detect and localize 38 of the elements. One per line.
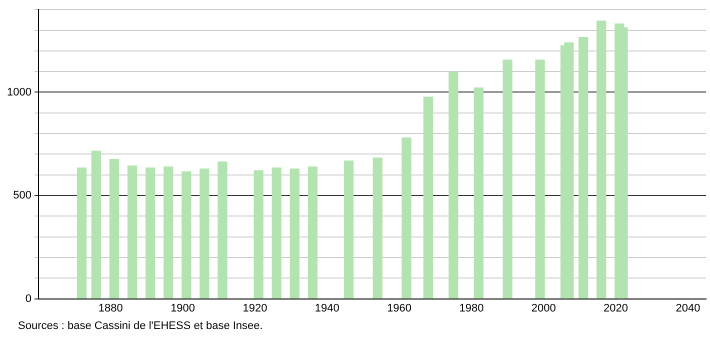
x-tick-label: 1880 <box>98 302 123 314</box>
bar <box>91 150 102 299</box>
bar <box>423 96 433 299</box>
x-tick-label: 2000 <box>531 302 556 314</box>
bar <box>344 160 354 299</box>
bar <box>618 27 628 299</box>
bar <box>127 165 138 299</box>
source-note: Sources : base Cassini de l'EHESS et base Insee. <box>18 320 263 332</box>
x-tick-label: 1900 <box>170 302 196 314</box>
bar <box>535 60 545 299</box>
bar <box>164 166 174 299</box>
x-tick-label: 1980 <box>459 302 484 314</box>
bar <box>254 170 264 299</box>
bar <box>402 138 412 299</box>
x-tick-label: 2040 <box>676 302 700 314</box>
x-tick-label: 2020 <box>604 302 628 314</box>
bar <box>272 168 282 299</box>
bar <box>448 72 458 299</box>
bar <box>596 20 606 299</box>
y-tick-label: 0 <box>25 292 32 305</box>
bar <box>578 36 588 299</box>
bar <box>474 88 484 299</box>
bar <box>502 60 512 299</box>
bar <box>290 168 300 299</box>
y-tick-label: 500 <box>13 190 32 202</box>
bar <box>76 168 87 299</box>
bar <box>182 171 192 299</box>
bar <box>145 168 156 299</box>
bar <box>372 158 382 299</box>
bar <box>200 168 210 299</box>
bar <box>308 166 318 299</box>
bar <box>218 162 228 299</box>
x-tick-label: 1960 <box>387 302 412 314</box>
bar <box>109 158 120 299</box>
x-tick-label: 1920 <box>242 302 268 314</box>
bar <box>564 42 574 299</box>
x-tick-label: 1940 <box>314 302 340 314</box>
y-tick-label: 1000 <box>6 86 32 98</box>
